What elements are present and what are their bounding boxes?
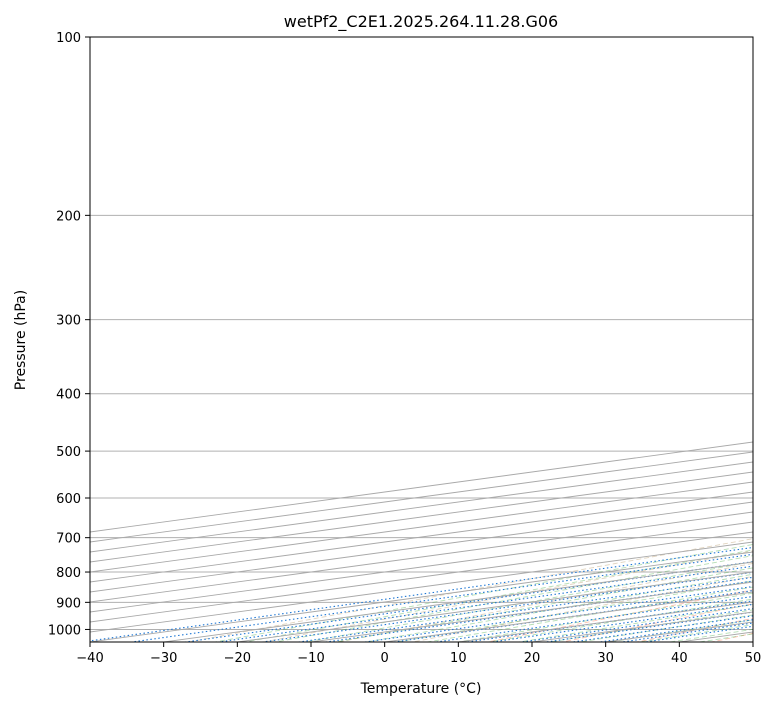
mixing-ratio-line — [390, 589, 753, 642]
y-tick-label: 300 — [56, 314, 81, 329]
isotherm-line — [602, 621, 753, 642]
isotherm-line — [454, 601, 753, 642]
isotherm-line — [233, 571, 753, 642]
isotherm-line — [90, 491, 753, 583]
pressure-gridlines — [90, 37, 753, 630]
isotherm-line — [90, 481, 753, 573]
isotherm-line — [90, 541, 753, 633]
y-tick-label: 600 — [56, 492, 81, 507]
moist-adiabat — [576, 614, 753, 642]
x-tick-label: −40 — [76, 651, 103, 666]
y-tick-label: 100 — [56, 31, 81, 46]
mixing-ratio-line — [432, 595, 753, 642]
moist-adiabat — [606, 619, 753, 642]
moist-adiabat — [212, 543, 753, 642]
x-axis-label: Temperature (°C) — [360, 681, 482, 697]
y-tick-label: 800 — [56, 566, 81, 581]
isotherms — [90, 441, 753, 642]
mixing-ratio-lines — [90, 546, 753, 642]
isotherm-label: 30 — [755, 610, 775, 631]
isotherm-line — [90, 511, 753, 603]
isotherm-line — [90, 441, 753, 533]
moist-adiabat — [394, 580, 753, 642]
moist-adiabat — [333, 567, 753, 642]
isotherm-line — [90, 501, 753, 593]
dry-adiabat — [186, 538, 753, 642]
x-tick-label: −20 — [224, 651, 251, 666]
y-tick-label: 700 — [56, 532, 81, 547]
x-tick-label: 30 — [597, 651, 614, 666]
mixing-ratio-line — [322, 580, 753, 642]
isotherm-line — [90, 551, 753, 642]
isotherm-line — [90, 451, 753, 543]
chart-title: wetPf2_C2E1.2025.264.11.28.G06 — [284, 12, 558, 32]
dry-adiabats — [186, 538, 753, 642]
y-tick-label: 200 — [56, 209, 81, 224]
dry-adiabat — [335, 562, 753, 642]
isotherm-line — [90, 471, 753, 563]
moist-adiabat — [636, 624, 753, 642]
dry-adiabat — [261, 550, 753, 642]
x-tick-label: 50 — [745, 651, 762, 666]
moist-adiabat — [546, 609, 753, 642]
isotherm-line — [160, 561, 753, 642]
y-tick-label: 500 — [56, 445, 81, 460]
moist-adiabat — [455, 592, 753, 642]
x-tick-label: 40 — [671, 651, 688, 666]
y-tick-label: 1000 — [48, 623, 81, 638]
isotherm-line — [90, 461, 753, 553]
moist-adiabat — [272, 555, 753, 642]
isotherm-line — [307, 581, 753, 642]
moist-adiabat — [424, 586, 753, 642]
moist-adiabat — [516, 604, 753, 642]
moist-adiabat — [302, 561, 753, 642]
x-tick-label: 0 — [381, 651, 389, 666]
x-tick-label: −30 — [150, 651, 177, 666]
axes: −40 −30 −20 −10 0 10 20 30 40 50 100 200 300 400 500 60… — [48, 31, 761, 666]
y-tick-label: 900 — [56, 596, 81, 611]
y-tick-label: 400 — [56, 388, 81, 403]
x-tick-label: 10 — [450, 651, 467, 666]
moist-adiabat — [485, 598, 753, 642]
isotherm-line — [90, 531, 753, 623]
x-tick-label: 20 — [524, 651, 541, 666]
dry-adiabat — [485, 589, 753, 642]
dry-adiabat — [560, 603, 753, 642]
y-axis-label: Pressure (hPa) — [13, 290, 29, 390]
x-tick-label: −10 — [297, 651, 324, 666]
isotherm-label: 40 — [572, 645, 593, 666]
isotherm-line — [90, 521, 753, 613]
plot-frame — [89, 36, 754, 643]
plot-area: 0.10.20.40.611.52346810131620253036-100-… — [90, 37, 775, 666]
mixing-ratio-line — [90, 546, 753, 642]
mixing-ratio-line — [361, 585, 753, 642]
